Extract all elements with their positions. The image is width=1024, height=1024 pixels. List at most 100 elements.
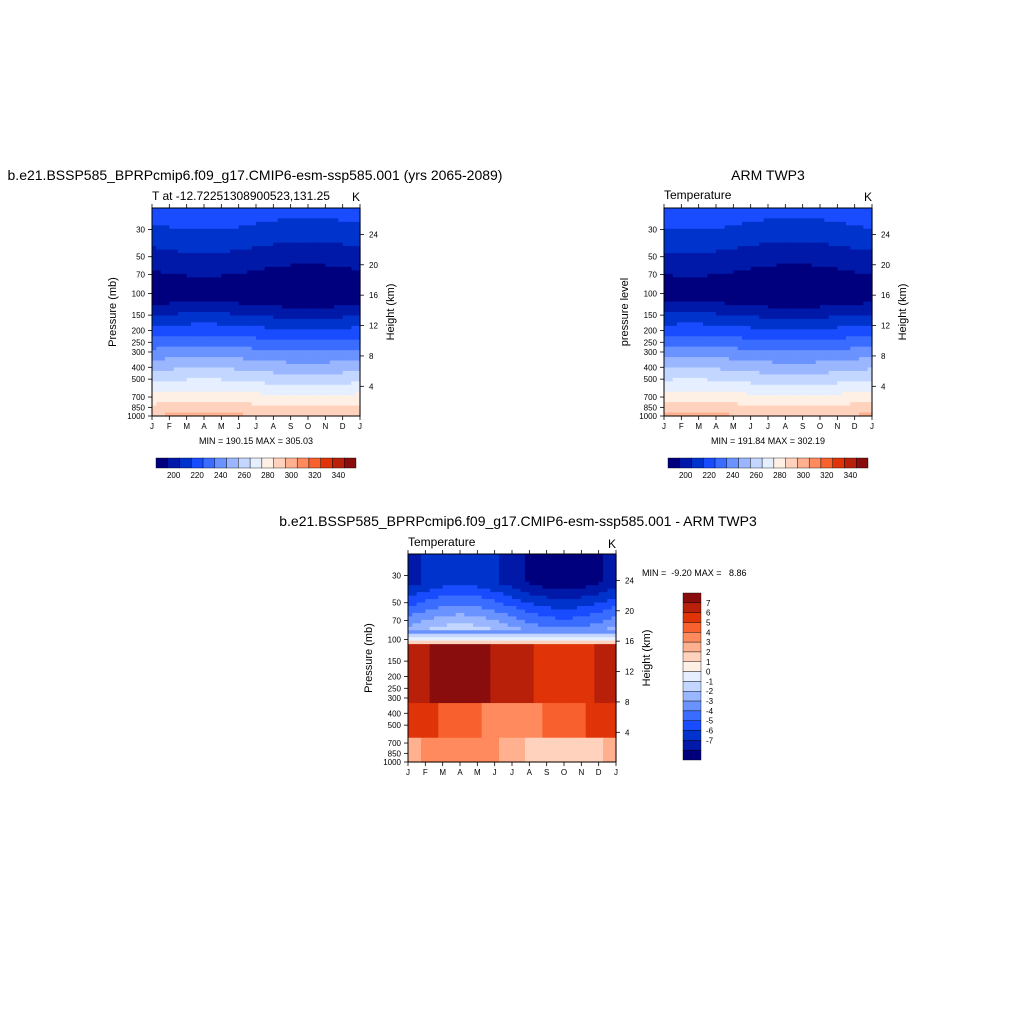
- chart1-cell: [321, 339, 326, 344]
- chart1-cell: [230, 280, 235, 285]
- chart2-cell: [846, 208, 851, 213]
- chart1-cell: [299, 253, 305, 258]
- chart1-cell: [199, 360, 205, 365]
- chart1-cell: [342, 339, 348, 344]
- chart1-cell: [182, 298, 188, 303]
- chart2-cell: [854, 329, 860, 334]
- chart2-cell: [763, 225, 769, 230]
- chart2-cell: [759, 315, 765, 320]
- chart2-cell: [781, 273, 786, 278]
- chart1-cell: [295, 225, 300, 230]
- chart1-cell: [277, 228, 283, 233]
- chart1-cell: [290, 221, 296, 226]
- chart1-cell: [195, 350, 201, 355]
- chart2-cell: [729, 270, 734, 275]
- chart1-cell: [234, 357, 240, 362]
- chart1-cell: [351, 312, 357, 317]
- chart1-cell: [286, 377, 292, 382]
- chart1-cell: [308, 346, 313, 351]
- chart1-cell: [247, 214, 253, 219]
- chart1-cell: [329, 374, 335, 379]
- chart1-cell: [308, 329, 313, 334]
- chart2-cell: [703, 221, 708, 226]
- chart1-cell: [338, 350, 344, 355]
- chart2-cell: [811, 228, 817, 233]
- chart1-cell: [312, 325, 318, 330]
- chart1-cell: [286, 270, 292, 275]
- chart1-cell: [199, 350, 205, 355]
- chart2-cell: [664, 329, 669, 334]
- chart1-cell: [178, 322, 183, 327]
- chart1-cell: [204, 280, 209, 285]
- chart1-cell: [173, 242, 179, 247]
- chart1-cell: [247, 412, 253, 417]
- chart1-cell: [160, 221, 166, 226]
- chart2-cell: [746, 339, 752, 344]
- chart1-cell: [295, 353, 300, 358]
- chart2-cell: [746, 246, 752, 251]
- chart1-cell: [282, 298, 287, 303]
- chart2-cell: [746, 325, 752, 330]
- chart1-cell: [208, 315, 214, 320]
- chart1-cell: [355, 315, 361, 320]
- chart1-cell: [156, 287, 162, 292]
- chart1-cell: [321, 367, 326, 372]
- chart1-cell: [290, 332, 296, 337]
- chart2-cell: [677, 253, 682, 258]
- chart1-cell: [199, 391, 205, 396]
- chart1-cell: [160, 395, 166, 400]
- chart2-cell: [824, 308, 830, 313]
- chart2-cell: [867, 228, 873, 233]
- chart2-cell: [789, 214, 795, 219]
- chart2-cell: [716, 239, 721, 244]
- chart1-cell: [152, 329, 157, 334]
- chart1-cell: [152, 246, 157, 251]
- chart1-cell: [243, 249, 248, 254]
- chart2-cell: [755, 312, 760, 317]
- chart2-cell: [785, 325, 791, 330]
- chart1-cell: [260, 409, 266, 414]
- chart1-cell: [186, 225, 192, 230]
- chart1-cell: [243, 239, 248, 244]
- chart2-cell: [768, 350, 773, 355]
- chart2-cell: [746, 239, 752, 244]
- chart1-cell: [347, 391, 352, 396]
- chart2-cell: [828, 228, 834, 233]
- chart1-cell: [178, 405, 183, 410]
- chart1-cell: [204, 402, 209, 407]
- chart1-cell: [186, 325, 192, 330]
- chart1-cell: [204, 339, 209, 344]
- chart1-cell: [169, 256, 175, 261]
- chart1-cell: [325, 370, 331, 375]
- chart1-cell: [256, 395, 261, 400]
- chart1-cell: [234, 350, 240, 355]
- chart2-cell: [703, 280, 708, 285]
- chart1-cell: [342, 332, 348, 337]
- chart1-cell: [247, 377, 253, 382]
- chart2-cell: [850, 246, 856, 251]
- chart2-cell: [820, 228, 825, 233]
- chart1-cell: [221, 325, 227, 330]
- chart1-cell: [251, 405, 257, 410]
- chart1-cell: [178, 312, 183, 317]
- chart1-cell: [221, 350, 227, 355]
- chart1-cell: [169, 329, 175, 334]
- chart1-cell: [212, 228, 218, 233]
- chart2-cell: [837, 332, 843, 337]
- chart1-cell: [199, 235, 205, 240]
- chart1-cell: [264, 284, 270, 289]
- chart1-cell: [178, 367, 183, 372]
- chart1-cell: [212, 405, 218, 410]
- chart2-cell: [703, 211, 708, 216]
- chart2-cell: [703, 253, 708, 258]
- chart1-cell: [182, 273, 188, 278]
- chart1-cell: [312, 228, 318, 233]
- chart2-cell: [716, 208, 721, 213]
- chart2-cell: [729, 287, 734, 292]
- chart1-cell: [243, 315, 248, 320]
- chart2-cell: [681, 260, 687, 265]
- chart1-cell: [234, 208, 240, 213]
- chart2-cell: [828, 273, 834, 278]
- chart2-cell: [768, 235, 773, 240]
- chart1-cell: [286, 298, 292, 303]
